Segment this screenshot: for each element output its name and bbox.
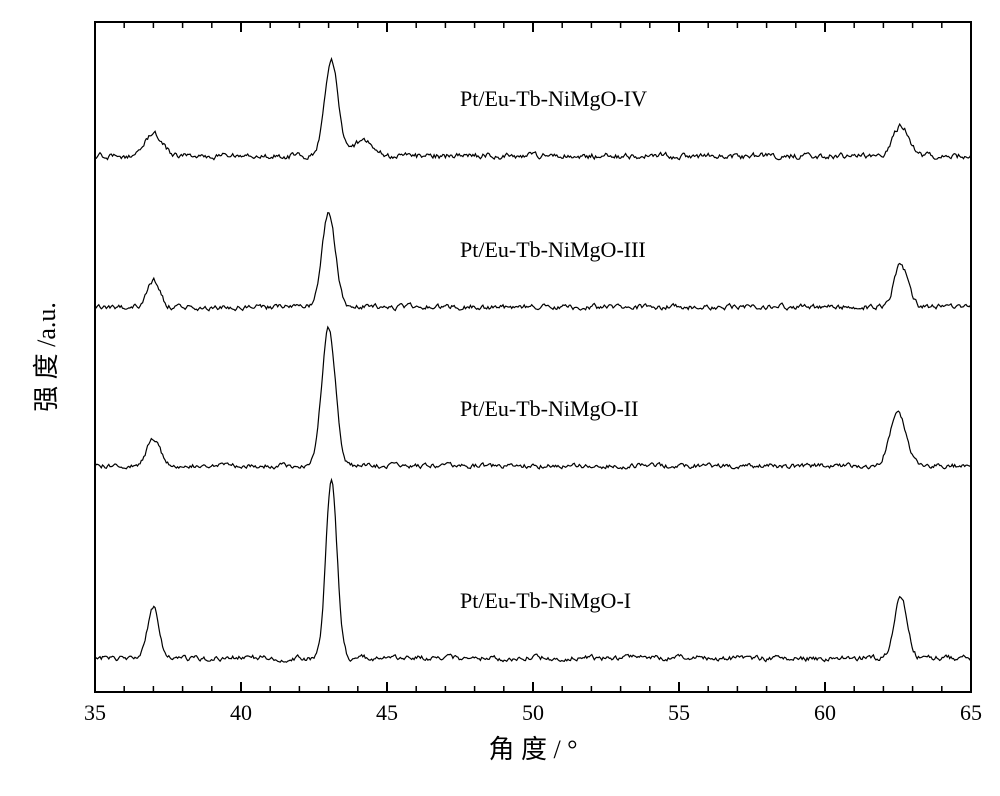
- trace-IV-label: Pt/Eu-Tb-NiMgO-IV: [460, 86, 647, 111]
- x-tick-label: 35: [84, 700, 106, 725]
- trace-III-label: Pt/Eu-Tb-NiMgO-III: [460, 237, 646, 262]
- trace-I: [95, 480, 971, 662]
- trace-I-label: Pt/Eu-Tb-NiMgO-I: [460, 588, 631, 613]
- x-tick-label: 60: [814, 700, 836, 725]
- y-axis-title: 强 度 /a.u.: [32, 302, 61, 412]
- x-axis-title: 角 度 / °: [488, 735, 577, 764]
- x-tick-label: 65: [960, 700, 982, 725]
- x-tick-label: 45: [376, 700, 398, 725]
- x-tick-label: 55: [668, 700, 690, 725]
- trace-II-label: Pt/Eu-Tb-NiMgO-II: [460, 396, 638, 421]
- x-tick-label: 40: [230, 700, 252, 725]
- x-tick-label: 50: [522, 700, 544, 725]
- xrd-chart: 35 40 45 50 55 60 65 角 度 / ° 强 度 /a.u. Pt/Eu-Tb-N…: [0, 0, 1000, 791]
- chart-svg: 35 40 45 50 55 60 65 角 度 / ° 强 度 /a.u. Pt/Eu-Tb-N…: [0, 0, 1000, 791]
